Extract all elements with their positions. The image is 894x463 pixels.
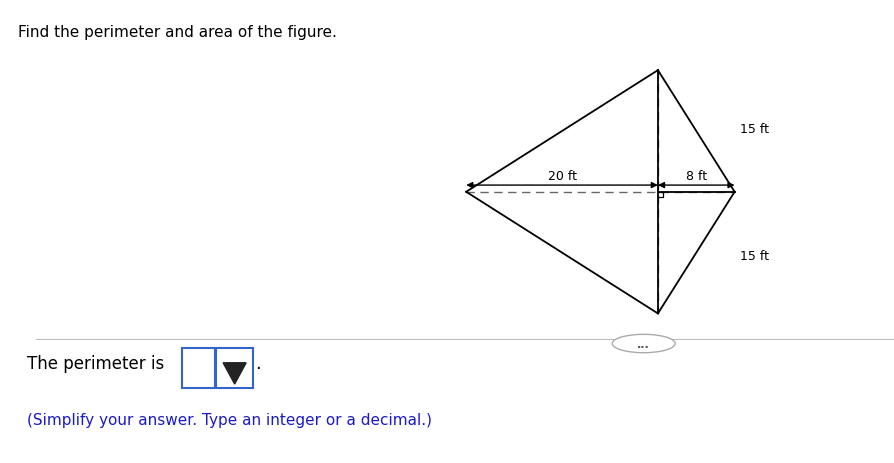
Text: .: . — [255, 354, 261, 372]
Text: ...: ... — [637, 339, 650, 349]
FancyBboxPatch shape — [216, 348, 253, 388]
Polygon shape — [224, 363, 246, 384]
Text: (Simplify your answer. Type an integer or a decimal.): (Simplify your answer. Type an integer o… — [27, 412, 432, 427]
Text: Find the perimeter and area of the figure.: Find the perimeter and area of the figur… — [18, 25, 337, 40]
Text: 15 ft: 15 ft — [740, 123, 770, 136]
Ellipse shape — [612, 335, 675, 353]
FancyBboxPatch shape — [181, 348, 215, 388]
Text: 8 ft: 8 ft — [686, 170, 707, 183]
Text: 20 ft: 20 ft — [547, 170, 577, 183]
Text: 15 ft: 15 ft — [740, 249, 770, 262]
Text: The perimeter is: The perimeter is — [27, 354, 164, 372]
